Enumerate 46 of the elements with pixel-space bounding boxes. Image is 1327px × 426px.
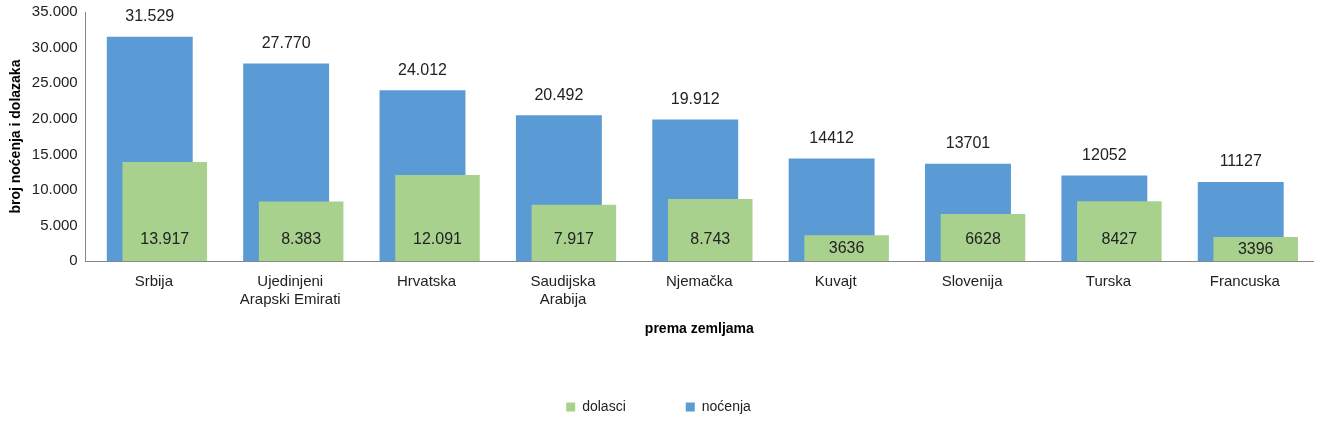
data-label: 12052 [1082, 145, 1127, 163]
data-label: 20.492 [534, 85, 584, 103]
data-label: 3636 [828, 238, 865, 256]
x-tick-label: Francuska [1209, 272, 1281, 290]
bar [395, 175, 480, 262]
x-tick-label: Saudijska Arabija [530, 272, 597, 308]
data-label: 14412 [809, 128, 854, 146]
x-tick-label: Ujedinjeni Arapski Emirati [239, 272, 341, 308]
bar [1077, 201, 1162, 262]
data-label: 27.770 [261, 33, 311, 51]
bar [940, 214, 1026, 262]
bar [531, 204, 617, 262]
y-tick-label: 30.000 [31, 37, 78, 55]
data-label: 11127 [1219, 152, 1262, 170]
data-label: 8.743 [690, 229, 731, 247]
data-label: 8.383 [281, 229, 322, 247]
bar [258, 201, 344, 262]
x-tick-label: Turska [1085, 272, 1132, 290]
y-tick-label: 25.000 [31, 73, 78, 91]
y-tick-label: 15.000 [31, 144, 78, 162]
y-tick-label: 35.000 [31, 2, 78, 20]
data-label: 7.917 [553, 229, 594, 247]
y-axis-title: broj noćenja i dolazaka [7, 59, 24, 214]
y-tick-label: 0 [69, 251, 78, 269]
data-label: 8427 [1101, 229, 1138, 247]
data-label: 12.091 [413, 229, 463, 247]
x-tick-label: Srbija [134, 272, 174, 290]
bar [667, 198, 753, 262]
data-label: 19.912 [670, 89, 720, 107]
data-label: 24.012 [398, 60, 448, 78]
y-tick-label: 10.000 [31, 180, 78, 198]
bar [122, 162, 208, 262]
legend-label: noćenja [701, 397, 752, 414]
data-label: 6628 [965, 229, 1001, 247]
x-tick-label: Hrvatska [397, 272, 457, 290]
y-tick-label: 5.000 [40, 215, 78, 233]
y-tick-label: 20.000 [31, 108, 78, 126]
x-tick-label: Njemačka [666, 272, 734, 290]
data-label: 31.529 [125, 7, 175, 25]
legend-label: dolasci [582, 397, 626, 414]
data-label: 13.917 [140, 229, 190, 247]
data-label: 3396 [1237, 239, 1274, 257]
x-tick-label: Slovenija [941, 272, 1004, 290]
x-tick-label: Kuvajt [814, 272, 858, 290]
data-label: 13701 [945, 134, 991, 152]
x-axis-title: prema zemljama [644, 320, 755, 337]
